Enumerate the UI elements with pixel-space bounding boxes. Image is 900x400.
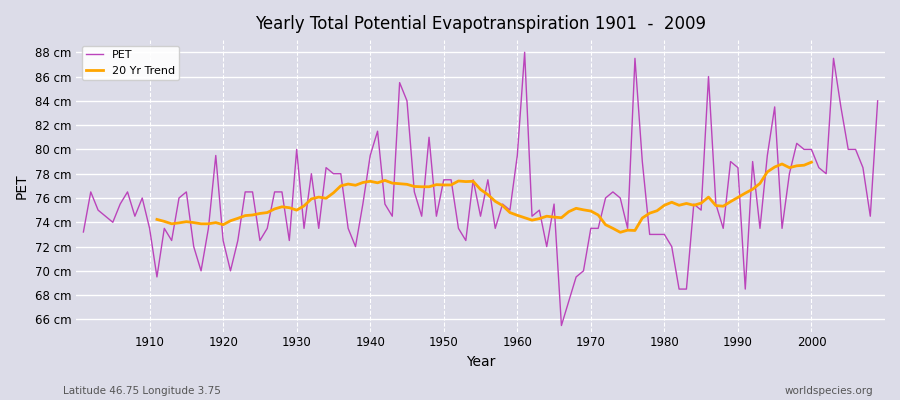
20 Yr Trend: [239, 213, 250, 218]
Text: Latitude 46.75 Longitude 3.75: Latitude 46.75 Longitude 3.75: [63, 386, 220, 396]
PET: [137, 196, 148, 200]
PET: [78, 230, 89, 234]
PET: [872, 98, 883, 103]
Text: worldspecies.org: worldspecies.org: [785, 386, 873, 396]
X-axis label: Year: Year: [466, 355, 495, 369]
20 Yr Trend: [784, 165, 795, 170]
20 Yr Trend: [151, 217, 162, 222]
Line: PET: PET: [84, 52, 878, 326]
Legend: PET, 20 Yr Trend: PET, 20 Yr Trend: [82, 46, 179, 80]
PET: [343, 226, 354, 231]
20 Yr Trend: [350, 183, 361, 188]
PET: [615, 196, 626, 200]
PET: [519, 50, 530, 55]
Title: Yearly Total Potential Evapotranspiration 1901  -  2009: Yearly Total Potential Evapotranspiratio…: [255, 15, 706, 33]
PET: [505, 208, 516, 212]
20 Yr Trend: [703, 195, 714, 200]
Line: 20 Yr Trend: 20 Yr Trend: [157, 162, 812, 232]
20 Yr Trend: [806, 160, 817, 164]
20 Yr Trend: [615, 230, 626, 235]
Y-axis label: PET: PET: [15, 173, 29, 199]
PET: [556, 323, 567, 328]
20 Yr Trend: [608, 226, 618, 231]
20 Yr Trend: [718, 204, 729, 208]
PET: [299, 226, 310, 231]
PET: [512, 153, 523, 158]
